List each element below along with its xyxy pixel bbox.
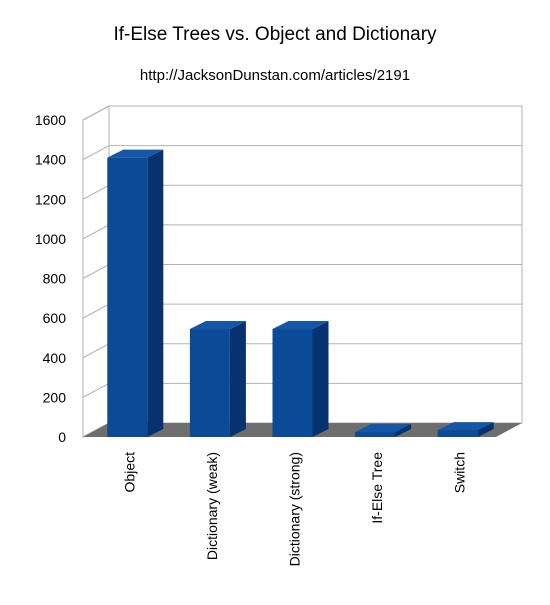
y-tick-label: 400 <box>43 350 67 366</box>
y-axis-ticks: 0 200 400 600 800 1000 1200 1400 1600 <box>35 112 66 445</box>
bar-front <box>437 430 478 437</box>
bar-side <box>477 422 494 437</box>
y-tick-label: 0 <box>58 429 66 445</box>
x-tick-label: If-Else Tree <box>369 452 385 524</box>
bar-top <box>355 424 412 433</box>
bar <box>437 422 494 437</box>
bar <box>272 321 329 437</box>
x-tick-label: Object <box>121 452 137 493</box>
chart-title: If-Else Trees vs. Object and Dictionary <box>113 24 437 45</box>
x-tick-label: Switch <box>452 452 468 493</box>
x-axis-labels: Object Dictionary (weak) Dictionary (stron… <box>121 452 467 567</box>
bar-side <box>147 149 164 438</box>
bar-front <box>107 157 148 438</box>
bar-top <box>107 149 164 158</box>
bars <box>107 149 494 438</box>
bar-top <box>189 321 246 330</box>
bar-top <box>272 321 329 330</box>
y-tick-label: 600 <box>43 310 67 326</box>
bar-front <box>189 329 230 437</box>
bar-top <box>437 422 494 431</box>
chart-subtitle: http://JacksonDunstan.com/articles/2191 <box>139 67 411 84</box>
y-tick-label: 1400 <box>35 152 66 168</box>
y-tick-label: 1600 <box>35 112 66 128</box>
bar-front <box>355 432 396 437</box>
gridline <box>82 105 522 121</box>
bar <box>189 321 246 437</box>
bar <box>355 424 412 437</box>
bar-side <box>229 321 246 437</box>
y-tick-label: 1200 <box>35 191 66 207</box>
x-tick-label: Dictionary (weak) <box>204 452 220 560</box>
y-tick-label: 200 <box>43 389 67 405</box>
bar-side <box>395 424 412 437</box>
x-tick-label: Dictionary (strong) <box>287 452 303 566</box>
y-tick-label: 800 <box>43 271 67 287</box>
bar-front <box>272 329 313 437</box>
y-tick-label: 1000 <box>35 231 66 247</box>
bar-side <box>312 321 329 437</box>
bar <box>107 149 164 438</box>
gridline <box>82 145 522 161</box>
